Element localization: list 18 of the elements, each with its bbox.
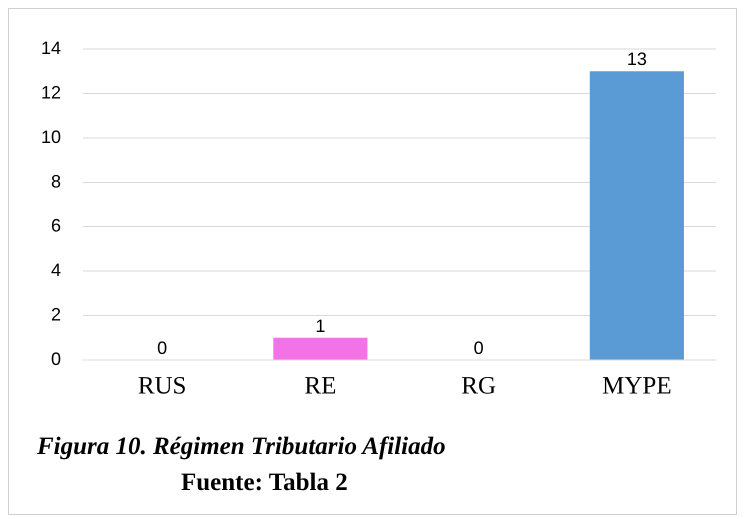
y-tick-label: 4 <box>51 260 62 280</box>
y-tick-label: 0 <box>51 348 62 369</box>
x-tick-label: MYPE <box>602 372 672 400</box>
x-tick-label: RE <box>304 372 336 400</box>
x-tick-label: RUS <box>138 372 186 400</box>
y-tick-label: 6 <box>51 216 62 236</box>
y-tick-label: 14 <box>40 38 62 58</box>
text: Figura 10. Régimen Tributario Afiliado <box>37 433 446 461</box>
data-label: 0 <box>474 338 484 358</box>
x-tick-label: RG <box>461 372 496 400</box>
y-tick-label: 12 <box>40 82 62 102</box>
y-tick-label: 8 <box>51 171 62 192</box>
data-label: 0 <box>157 338 168 358</box>
y-tick-label: 10 <box>40 126 62 147</box>
y-tick-label: 2 <box>51 304 62 325</box>
data-label: 1 <box>315 316 326 336</box>
source-note: Fuente: Tabla 2 <box>181 469 348 497</box>
data-label: 13 <box>626 49 647 70</box>
